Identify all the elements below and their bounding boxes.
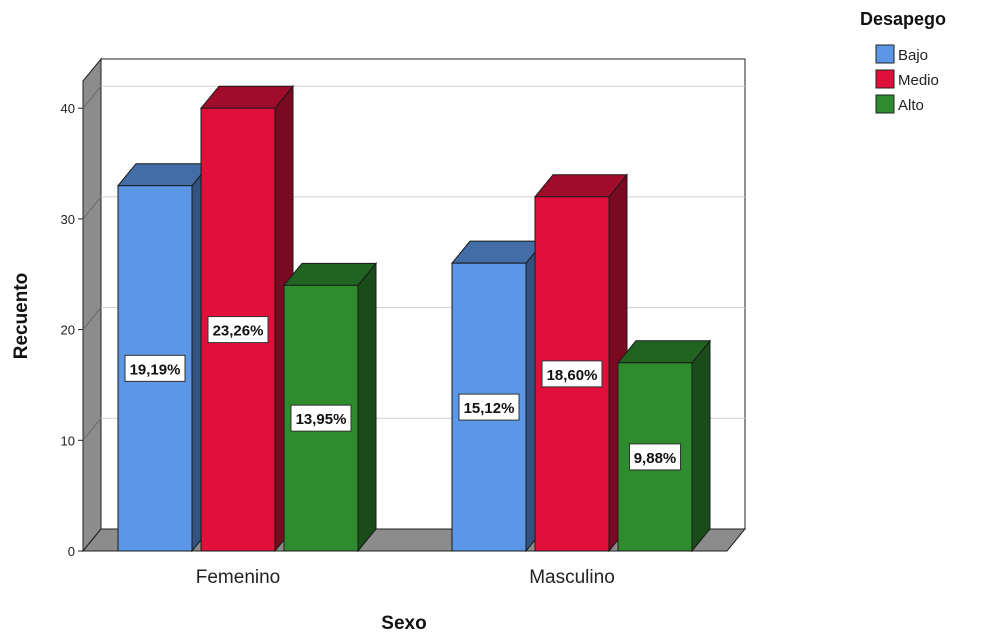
legend-item-bajo: Bajo (875, 44, 928, 64)
data-label-box (207, 316, 269, 344)
y-axis-ticks: 0 10 20 30 40 (61, 101, 83, 559)
grid-line-side (82, 417, 102, 441)
grid-line-side (82, 307, 102, 330)
legend-swatch (875, 69, 895, 89)
bar-side (357, 261, 377, 553)
legend-swatch (875, 94, 895, 114)
x-axis-title: Sexo (381, 613, 426, 634)
legend-label: Alto (898, 97, 924, 114)
bar-bajo-femenino: 19,19% (116, 162, 212, 553)
bar-alto-masculino: 9,88% (616, 339, 712, 553)
y-tick-label: 20 (61, 323, 75, 338)
bar-bajo-masculino: 15,12% (450, 239, 546, 553)
data-label: 19,19% (130, 361, 181, 378)
x-category-label: Femenino (196, 567, 281, 588)
data-label: 13,95% (296, 411, 347, 428)
data-label-box (124, 354, 186, 382)
data-label: 9,88% (634, 450, 677, 467)
data-label: 23,26% (213, 323, 264, 340)
legend-label: Bajo (898, 47, 928, 64)
data-label-box (541, 360, 603, 388)
y-tick-label: 40 (61, 101, 75, 116)
x-axis-categories: Femenino Masculino (196, 567, 615, 588)
grid-line-side (82, 196, 102, 220)
bar-medio-masculino: 18,60% (533, 173, 629, 553)
y-axis-title: Recuento (11, 273, 32, 360)
bar-medio-femenino: 23,26% (199, 84, 295, 553)
legend-item-alto: Alto (875, 94, 924, 114)
data-label-box (290, 404, 352, 432)
x-category-label: Masculino (529, 567, 615, 588)
legend-item-medio: Medio (875, 69, 939, 89)
left-wall (82, 57, 102, 553)
y-tick-label: 0 (68, 544, 75, 559)
y-tick-label: 30 (61, 212, 75, 227)
legend: Desapego Bajo Medio Alto (860, 9, 946, 114)
legend-label: Medio (898, 72, 939, 89)
data-label-box (629, 443, 681, 471)
data-label: 15,12% (464, 400, 515, 417)
grid-line-side (82, 85, 102, 109)
legend-title: Desapego (860, 9, 946, 29)
data-label-box (458, 393, 520, 421)
y-tick-label: 10 (61, 433, 75, 448)
bar-alto-femenino: 13,95% (282, 261, 378, 553)
legend-swatch (875, 44, 895, 64)
bar-side (691, 339, 711, 553)
data-label: 18,60% (547, 367, 598, 384)
bars: 19,19% 23,26% 13,95% 15,12% 18,60% 9,88% (116, 84, 712, 553)
